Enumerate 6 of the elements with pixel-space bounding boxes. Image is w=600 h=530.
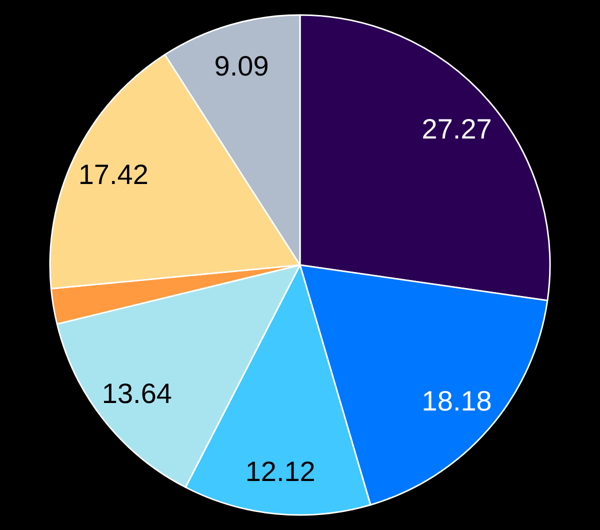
data-label: 18.18 xyxy=(422,385,492,416)
data-label: 27.27 xyxy=(422,114,492,145)
data-label: 13.64 xyxy=(102,378,172,409)
data-label: 9.09 xyxy=(214,50,269,82)
data-label: 17.42 xyxy=(78,158,148,190)
data-label: 12.12 xyxy=(245,456,316,488)
